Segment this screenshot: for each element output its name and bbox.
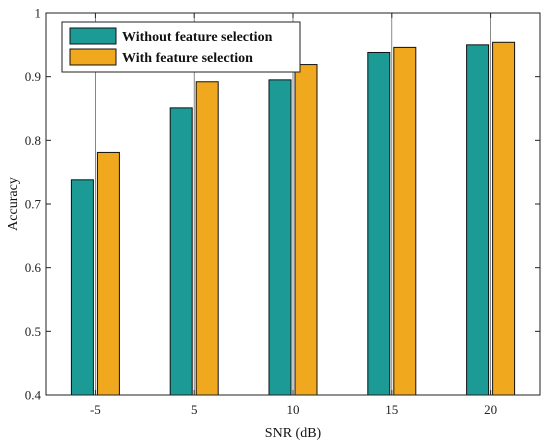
- bar-series-0-cat-1: [169, 107, 193, 396]
- y-tick-label-3: 0.7: [25, 197, 42, 212]
- bar-series-0-cat-3: [367, 51, 391, 396]
- x-tick-label-2: 10: [287, 402, 300, 417]
- bar-series-1-cat-1: [195, 81, 219, 396]
- x-tick-label-1: 5: [191, 402, 198, 417]
- y-tick-label-2: 0.6: [25, 260, 42, 275]
- y-axis-label: Accuracy: [6, 177, 21, 231]
- legend-label-without-feature-selection: Without feature selection: [122, 30, 273, 45]
- legend-label-with-feature-selection: With feature selection: [122, 51, 253, 66]
- y-tick-label-0: 0.4: [25, 388, 42, 403]
- y-tick-label-6: 1: [35, 6, 42, 21]
- bar-series-0-cat-4: [466, 44, 490, 396]
- bar-series-1-cat-0: [96, 151, 120, 396]
- bar-series-0-cat-2: [268, 79, 292, 396]
- x-tick-label-0: -5: [90, 402, 101, 417]
- legend-swatch-without-feature-selection: [69, 27, 117, 45]
- x-tick-label-4: 20: [484, 402, 497, 417]
- x-tick-label-3: 15: [385, 402, 398, 417]
- bar-series-1-cat-2: [294, 64, 318, 396]
- legend-swatch-with-feature-selection: [69, 48, 117, 66]
- bar-series-1-cat-4: [492, 41, 516, 396]
- legend: Without feature selection With feature s…: [61, 21, 301, 73]
- x-axis-ticks: -5 5 10 15 20: [90, 13, 497, 417]
- y-tick-label-5: 0.9: [25, 69, 41, 84]
- grid-lines: [95, 13, 491, 395]
- bar-series-0-cat-0: [70, 179, 94, 396]
- bar-series-1-cat-3: [393, 46, 417, 396]
- y-tick-label-1: 0.5: [25, 324, 41, 339]
- x-axis-label: SNR (dB): [265, 426, 322, 441]
- y-tick-label-4: 0.8: [25, 133, 41, 148]
- y-axis-ticks: 0.4 0.5 0.6 0.7 0.8 0.9 1: [25, 6, 540, 403]
